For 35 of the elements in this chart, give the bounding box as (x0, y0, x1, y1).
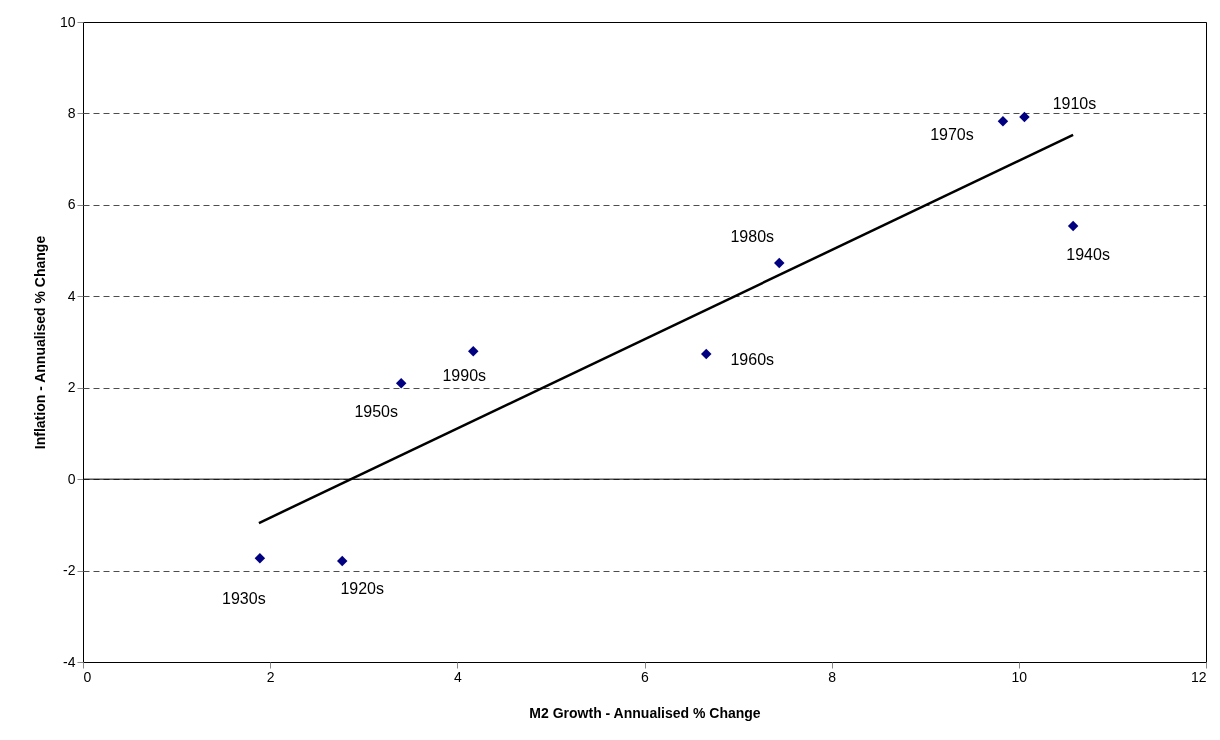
x-tick-label: 6 (641, 668, 650, 685)
y-tick-label: 4 (67, 287, 76, 304)
y-tick-label: 2 (67, 379, 76, 396)
annotation: 1960s (730, 350, 775, 368)
point (1067, 220, 1079, 232)
y-tick-label: 10 (59, 13, 76, 30)
y-tick-label: -2 (63, 562, 76, 579)
x-tick-label: 0 (83, 668, 92, 685)
point (997, 115, 1009, 127)
x-tick-label: 12 (1190, 668, 1207, 685)
x-tick-label: 2 (266, 668, 275, 685)
x-tick-label: 8 (828, 668, 837, 685)
y-axis-title: Inflation - Annualised % Change (31, 235, 48, 450)
y-tick-label: 0 (67, 470, 76, 487)
point (468, 345, 479, 357)
y-tick-label: -4 (63, 653, 76, 670)
x-tick-label: 10 (1011, 668, 1028, 685)
annotation: 1940s (1066, 245, 1110, 263)
point (395, 377, 407, 389)
y-tick-label: 6 (67, 196, 76, 213)
x-axis-title: M2 Growth - Annualised % Change (529, 704, 761, 721)
annotation: 1990s (442, 367, 487, 385)
point (254, 552, 266, 564)
annotation: 1970s (930, 126, 974, 144)
annotation: 1930s (222, 590, 266, 608)
annotation: 1950s (354, 403, 398, 421)
x-tick-label: 4 (453, 668, 462, 685)
annotation: 1910s (1052, 95, 1097, 113)
annotation: 1920s (340, 579, 385, 597)
y-tick-label: 8 (67, 104, 76, 121)
annotation: 1980s (730, 227, 775, 245)
point (774, 257, 785, 269)
point (1019, 111, 1030, 123)
point (336, 555, 348, 567)
point (701, 348, 712, 360)
